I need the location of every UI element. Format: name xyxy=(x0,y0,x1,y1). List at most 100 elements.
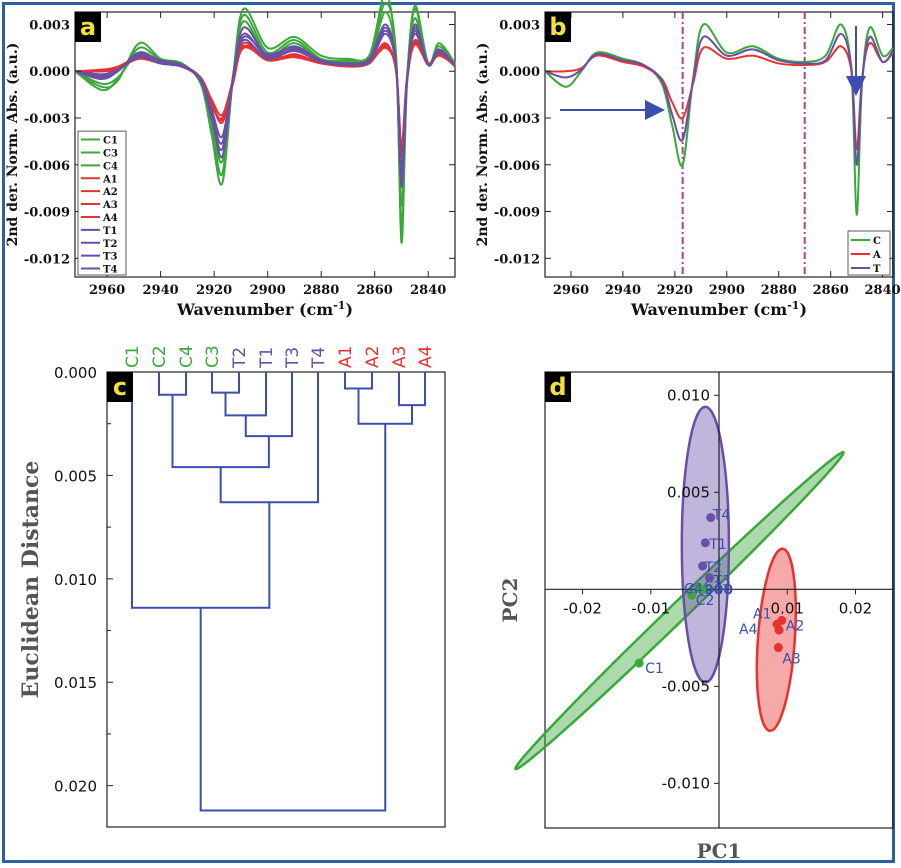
leaf-label: C2 xyxy=(150,345,170,368)
plot-area xyxy=(106,371,446,828)
x-tick-label: 2900 xyxy=(709,283,745,298)
y-tick-label: -0.003 xyxy=(24,112,70,127)
panel-label-box xyxy=(545,12,571,42)
x-tick-label: 2860 xyxy=(357,283,393,298)
dendrogram-link xyxy=(398,372,426,407)
y-tick-label: -0.009 xyxy=(494,206,540,221)
leaf-label: T2 xyxy=(230,347,250,369)
dendrogram-link xyxy=(244,372,293,438)
y-tick-label: -0.006 xyxy=(494,159,540,174)
legend-entry: A2 xyxy=(102,187,118,198)
leaf-label: T4 xyxy=(309,347,329,369)
dendrogram-link xyxy=(344,372,373,390)
panel-label-box xyxy=(75,12,101,42)
y-tick-label: 0.010 xyxy=(667,386,710,404)
panel-c: C1 C2 C4 C3 T2 T1 T3 T4 A1 A2 A3 A4 0.000 0.005 0.010 0… xyxy=(18,345,446,828)
legend-entry: A3 xyxy=(102,200,118,211)
plot-area xyxy=(74,11,456,278)
x-tick-label: 2840 xyxy=(865,283,901,298)
legend-entry: T4 xyxy=(103,265,117,276)
leaf-label: C3 xyxy=(203,345,223,368)
x-tick-label: 2920 xyxy=(657,283,693,298)
x-axis-label: Wavenumber (cm-1) xyxy=(176,299,353,319)
x-axis-label: PC1 xyxy=(697,839,742,863)
point-label: T4 xyxy=(712,508,731,524)
panel-label: c xyxy=(113,373,127,401)
y-tick-label: 0.005 xyxy=(667,483,710,501)
x-tick-label: -0.01 xyxy=(631,599,670,617)
point-label: A1 xyxy=(753,606,771,622)
y-tick-label: -0.003 xyxy=(494,112,540,127)
dendrogram-link xyxy=(131,372,271,609)
point-label: A3 xyxy=(782,652,800,668)
y-tick-label: 0.003 xyxy=(499,18,540,33)
series-line-T xyxy=(544,32,894,166)
panel-label: b xyxy=(549,13,566,41)
dendrogram-link xyxy=(171,394,270,469)
y-tick-label: -0.012 xyxy=(494,252,540,267)
panel-label: d xyxy=(549,373,566,401)
dendrogram-link xyxy=(199,423,387,812)
data-point xyxy=(777,615,787,625)
legend-entry: T1 xyxy=(103,226,117,237)
y-axis-label: 2nd der. Norm. Abs. (a.u.) xyxy=(475,43,491,247)
x-tick-label: 2940 xyxy=(143,283,179,298)
panel-label-box xyxy=(545,372,571,402)
x-tick-label: -0.02 xyxy=(563,599,602,617)
legend-entry: C4 xyxy=(103,161,118,172)
point-label: A4 xyxy=(739,622,758,638)
dendrogram-link xyxy=(357,388,413,425)
y-tick-label: 0.003 xyxy=(29,18,70,33)
panel-a: 2960 2940 2920 2900 2880 2860 2840 0.003 0.000 -0… xyxy=(5,0,456,319)
y-tick-label: -0.006 xyxy=(24,159,70,174)
x-tick-label: 2920 xyxy=(196,283,232,298)
point-label: A2 xyxy=(786,618,804,634)
point-label: C4 xyxy=(684,581,703,597)
data-point xyxy=(774,625,784,635)
y-tick-label: 0.020 xyxy=(54,778,97,796)
leaf-label: T3 xyxy=(283,347,303,369)
data-point xyxy=(698,561,708,571)
y-tick-label: -0.012 xyxy=(24,252,70,267)
x-tick-label: 2880 xyxy=(761,283,797,298)
y-tick-label: -0.005 xyxy=(662,677,710,695)
legend-entry: C1 xyxy=(103,136,118,147)
legend-entry: A xyxy=(872,250,881,261)
leaf-label: C1 xyxy=(123,345,143,368)
x-tick-label: 0.01 xyxy=(771,599,804,617)
data-point xyxy=(634,658,644,668)
x-tick-label: 2900 xyxy=(250,283,286,298)
x-tick-label: 2940 xyxy=(605,283,641,298)
panel-label-box xyxy=(107,372,133,402)
legend-entry: T3 xyxy=(103,252,117,263)
x-tick-label: 2960 xyxy=(553,283,589,298)
leaf-label: A1 xyxy=(336,346,356,368)
y-axis-label: Euclidean Distance xyxy=(18,461,44,699)
x-tick-label: 2840 xyxy=(410,283,446,298)
point-label: C3 xyxy=(704,579,723,595)
dendrogram-link xyxy=(158,372,187,396)
y-axis-label: PC2 xyxy=(498,578,522,623)
point-label: C1 xyxy=(645,661,664,677)
y-tick-label: 0.000 xyxy=(499,65,540,80)
y-tick-label: 0.005 xyxy=(54,467,97,485)
leaf-label: A3 xyxy=(390,346,410,368)
x-tick-label: 2880 xyxy=(303,283,339,298)
panel-b: 2960 2940 2920 2900 2880 2860 2840 0.003 0.000 -0… xyxy=(475,11,901,319)
leaf-label: A2 xyxy=(363,346,383,368)
plot-area xyxy=(544,11,894,278)
y-tick-label: 0.000 xyxy=(54,364,97,382)
point-label: C2 xyxy=(696,593,715,609)
y-tick-label: 0.000 xyxy=(29,65,70,80)
y-axis-label: 2nd der. Norm. Abs. (a.u.) xyxy=(5,43,21,247)
legend-entry: C xyxy=(873,236,881,247)
y-tick-label: 0.010 xyxy=(54,571,97,589)
data-point xyxy=(706,513,716,523)
point-label: T2 xyxy=(704,560,722,576)
legend-entry: A1 xyxy=(102,174,118,185)
data-point xyxy=(687,590,697,600)
x-axis-label: Wavenumber (cm-1) xyxy=(630,299,807,319)
